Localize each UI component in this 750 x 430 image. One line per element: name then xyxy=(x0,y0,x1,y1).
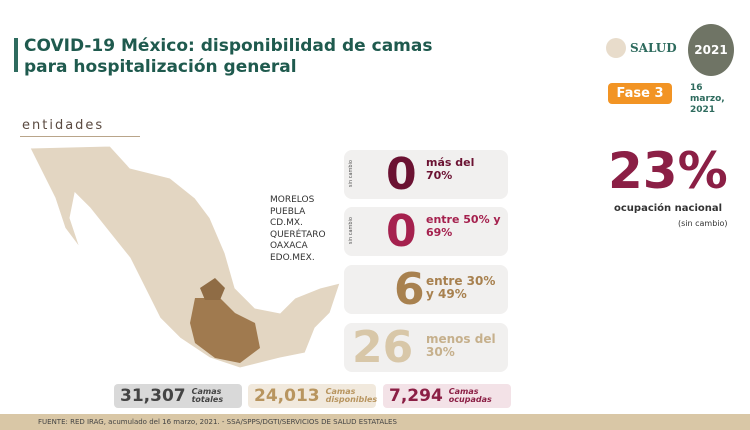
title-accent xyxy=(14,38,18,72)
card-30-49: 6 entre 30% y 49% xyxy=(344,265,508,314)
total-label: Camas disponibles xyxy=(325,387,378,404)
available-beds: 24,013 Camas disponibles xyxy=(248,384,378,408)
mexico-map xyxy=(29,145,341,369)
change-badge: sin cambio xyxy=(348,160,354,188)
card-label: entre 50% y 69% xyxy=(426,213,501,239)
year-logo: 2021 xyxy=(688,24,734,76)
national-note: (sin cambio) xyxy=(678,219,728,228)
total-value: 24,013 xyxy=(254,386,320,406)
national-occupancy: 23% xyxy=(608,142,728,200)
seal-icon xyxy=(606,38,626,58)
change-badge: sin cambio xyxy=(348,217,354,245)
page-title: COVID-19 México: disponibilidad de camas… xyxy=(24,36,433,77)
card-over-70: sin cambio 0 más del 70% xyxy=(344,150,508,199)
map-highlighted-states-2 xyxy=(200,278,225,300)
card-label: más del 70% xyxy=(426,156,475,182)
total-value: 7,294 xyxy=(389,386,443,406)
total-beds: 31,307 Camas totales xyxy=(114,384,242,408)
total-label: Camas ocupadas xyxy=(448,387,492,404)
card-50-69: sin cambio 0 entre 50% y 69% xyxy=(344,207,508,256)
state-item: CD.MX. xyxy=(270,218,303,228)
salud-logo: SALUD xyxy=(606,38,677,58)
fase-badge: Fase 3 xyxy=(608,83,672,104)
date-label: 16 marzo, 2021 xyxy=(690,83,725,115)
card-value: 6 xyxy=(394,264,425,315)
card-under-30: 26 menos del 30% xyxy=(344,323,508,372)
card-label: entre 30% y 49% xyxy=(426,274,496,301)
divider xyxy=(20,136,140,137)
total-value: 31,307 xyxy=(120,386,186,406)
card-value: 26 xyxy=(352,322,414,373)
total-label: Camas totales xyxy=(191,387,224,404)
footer-source: FUENTE: RED IRAG, acumulado del 16 marzo… xyxy=(0,414,750,430)
map-country xyxy=(29,145,341,369)
state-item: OAXACA xyxy=(270,241,308,251)
national-label: ocupación nacional xyxy=(614,203,723,214)
state-item: EDO.MEX. xyxy=(270,252,315,263)
state-item: QUERÉTARO xyxy=(270,229,326,240)
states-list: MORELOS PUEBLA CD.MX. QUERÉTARO OAXACA E… xyxy=(270,195,326,264)
card-value: 0 xyxy=(386,206,417,257)
state-item: MORELOS xyxy=(270,195,315,205)
section-label: entidades xyxy=(22,118,105,133)
logo-text: SALUD xyxy=(630,41,677,55)
map-highlighted-states xyxy=(190,298,260,363)
card-value: 0 xyxy=(386,149,417,200)
state-item: PUEBLA xyxy=(270,206,306,217)
card-label: menos del 30% xyxy=(426,332,496,359)
occupied-beds: 7,294 Camas ocupadas xyxy=(383,384,511,408)
